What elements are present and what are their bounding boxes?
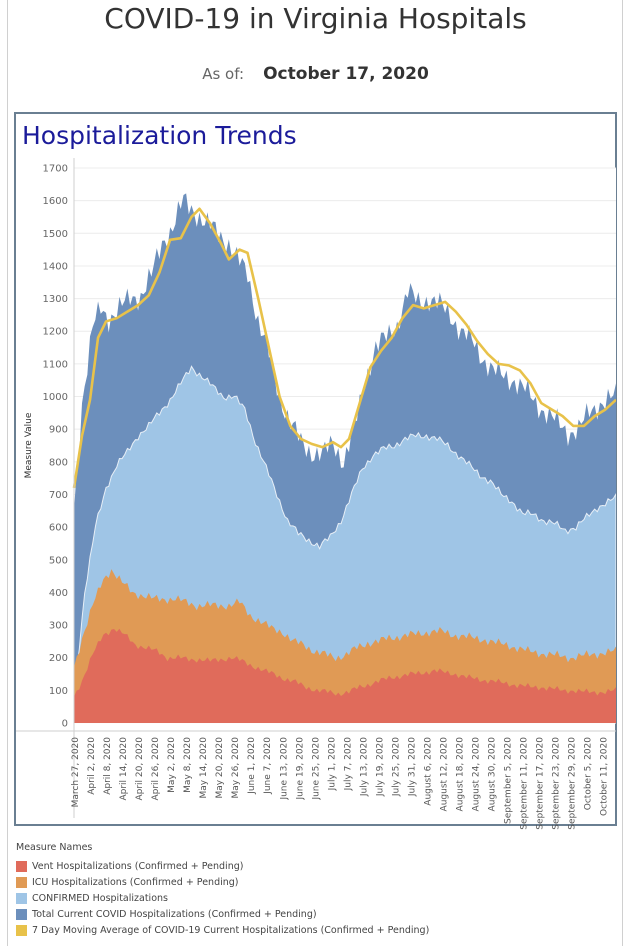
y-tick-label: 1700	[43, 164, 68, 175]
x-tick-label: September 23, 2020	[552, 737, 562, 830]
x-tick-label: September 29, 2020	[568, 737, 578, 830]
legend: Measure Names Vent Hospitalizations (Con…	[16, 842, 429, 938]
legend-label-vent: Vent Hospitalizations (Confirmed + Pendi…	[32, 860, 244, 872]
legend-item-total[interactable]: Total Current COVID Hospitalizations (Co…	[16, 906, 429, 922]
x-tick-label: July 25, 2020	[391, 737, 401, 797]
area-vent-hospitalizations	[74, 628, 616, 723]
y-tick-label: 1300	[43, 294, 68, 305]
y-tick-label: 100	[49, 686, 68, 697]
page-title: COVID-19 in Virginia Hospitals	[104, 2, 527, 35]
x-tick-label: April 14, 2020	[119, 737, 129, 801]
x-tick-label: July 1, 2020	[327, 737, 337, 792]
x-tick-label: May 26, 2020	[231, 737, 241, 799]
x-tick-label: July 19, 2020	[375, 737, 385, 797]
x-tick-label: July 13, 2020	[359, 737, 369, 797]
y-tick-label: 500	[49, 555, 68, 566]
line-7-day-moving-average	[72, 207, 616, 489]
x-tick-label: May 14, 2020	[199, 737, 209, 799]
x-tick-label: August 18, 2020	[456, 737, 466, 812]
left-border-rule	[7, 0, 8, 946]
x-tick-label: August 6, 2020	[423, 737, 433, 806]
x-tick-label: April 8, 2020	[103, 737, 113, 795]
legend-item-moving-average[interactable]: 7 Day Moving Average of COVID-19 Current…	[16, 922, 429, 938]
x-tick-label: October 5, 2020	[584, 737, 594, 811]
as-of-date: October 17, 2020	[263, 64, 429, 84]
legend-swatch-moving-average	[16, 924, 27, 936]
x-tick-label: August 30, 2020	[488, 737, 498, 812]
x-tick-label: May 8, 2020	[183, 737, 193, 793]
as-of-label: As of:	[202, 65, 245, 83]
y-tick-label: 1000	[43, 392, 68, 403]
hospitalization-chart[interactable]: 0 100 200 300 400 500 600 700 800 900 1000 1100 1200…	[16, 158, 616, 832]
y-tick-label: 0	[62, 719, 68, 730]
y-tick-label: 1100	[43, 359, 68, 370]
y-tick-label: 700	[49, 490, 68, 501]
x-tick-label: April 2, 2020	[87, 737, 97, 795]
x-tick-label: September 11, 2020	[520, 737, 530, 830]
x-tick-label: September 17, 2020	[536, 737, 546, 830]
x-tick-label: October 11, 2020	[600, 737, 610, 816]
legend-title: Measure Names	[16, 842, 93, 853]
legend-label-confirmed: CONFIRMED Hospitalizations	[32, 892, 168, 904]
x-tick-label: March 27, 2020	[71, 737, 81, 808]
x-tick-label: August 24, 2020	[472, 737, 482, 812]
x-tick-label: April 20, 2020	[135, 737, 145, 801]
y-tick-label: 1400	[43, 261, 68, 272]
x-tick-label: September 5, 2020	[504, 737, 514, 824]
legend-swatch-vent	[16, 860, 27, 872]
legend-swatch-confirmed	[16, 892, 27, 904]
y-tick-label: 1600	[43, 196, 68, 207]
y-tick-label: 300	[49, 621, 68, 632]
x-tick-label: June 19, 2020	[295, 737, 305, 801]
x-tick-label: July 31, 2020	[407, 737, 417, 797]
x-tick-label: May 20, 2020	[215, 737, 225, 799]
x-tick-label: June 7, 2020	[263, 737, 273, 795]
legend-item-icu[interactable]: ICU Hospitalizations (Confirmed + Pendin…	[16, 874, 429, 890]
legend-swatch-icu	[16, 876, 27, 888]
legend-item-vent[interactable]: Vent Hospitalizations (Confirmed + Pendi…	[16, 858, 429, 874]
legend-label-total: Total Current COVID Hospitalizations (Co…	[32, 908, 317, 920]
legend-label-moving-average: 7 Day Moving Average of COVID-19 Current…	[32, 924, 430, 936]
legend-label-icu: ICU Hospitalizations (Confirmed + Pendin…	[32, 876, 239, 888]
x-tick-label: May 2, 2020	[167, 737, 177, 793]
y-tick-label: 800	[49, 457, 68, 468]
x-tick-label: June 25, 2020	[311, 737, 321, 801]
x-tick-label: April 26, 2020	[151, 737, 161, 801]
as-of-row: As of: October 17, 2020	[0, 64, 631, 84]
y-tick-label: 900	[49, 425, 68, 436]
y-axis-title: Measure Value	[24, 412, 34, 478]
right-border-rule	[622, 0, 623, 946]
x-tick-label: June 13, 2020	[279, 737, 289, 801]
y-tick-label: 1500	[43, 229, 68, 240]
legend-swatch-total	[16, 908, 27, 920]
y-tick-label: 200	[49, 653, 68, 664]
x-tick-label: July 7, 2020	[343, 737, 353, 792]
y-tick-label: 600	[49, 523, 68, 534]
y-tick-label: 400	[49, 588, 68, 599]
y-tick-label: 1200	[43, 327, 68, 338]
panel-title: Hospitalization Trends	[22, 121, 297, 150]
x-tick-label: June 1, 2020	[247, 737, 257, 795]
legend-item-confirmed[interactable]: CONFIRMED Hospitalizations	[16, 890, 429, 906]
x-tick-label: August 12, 2020	[440, 737, 450, 812]
